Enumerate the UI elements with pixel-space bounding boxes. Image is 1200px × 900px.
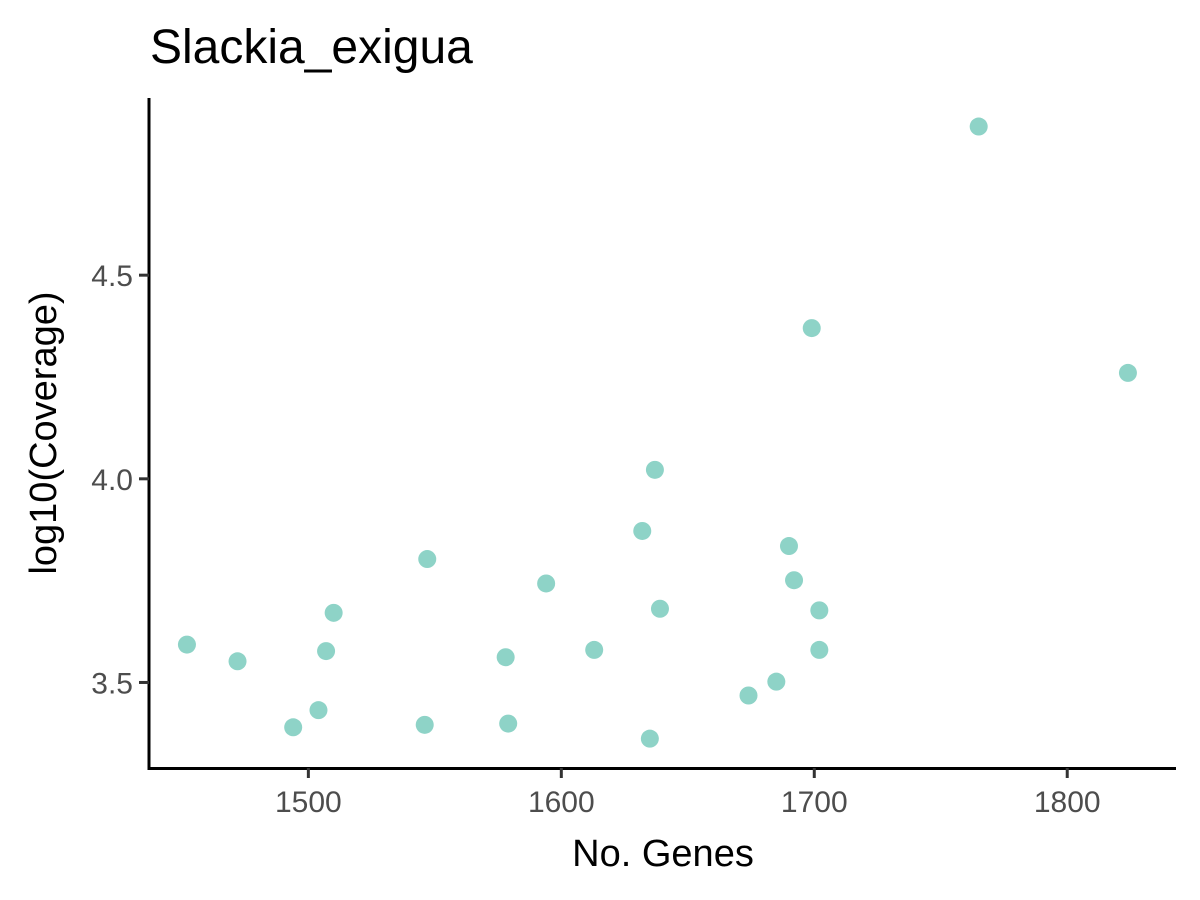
data-point — [324, 603, 343, 622]
data-point — [496, 648, 515, 667]
data-point — [739, 686, 758, 705]
data-point — [802, 319, 821, 338]
data-point — [309, 701, 328, 720]
points-layer — [177, 117, 1137, 748]
data-point — [418, 550, 437, 569]
y-axis-title: log10(Coverage) — [23, 291, 65, 574]
x-tick-label: 1500 — [275, 786, 342, 819]
data-point — [810, 640, 829, 659]
data-point — [785, 571, 804, 590]
data-point — [499, 714, 518, 733]
y-ticks-layer: 3.5 4.0 4.5 — [91, 260, 149, 700]
y-tick-label: 4.0 — [91, 464, 133, 497]
data-point — [640, 729, 659, 748]
x-ticks-layer: 1500 1600 1700 1800 — [275, 768, 1101, 819]
data-point — [537, 574, 556, 593]
y-tick-label: 3.5 — [91, 667, 133, 700]
data-point — [284, 718, 303, 737]
x-tick-label: 1800 — [1034, 786, 1101, 819]
data-point — [633, 521, 652, 540]
data-point — [810, 601, 829, 620]
data-point — [228, 652, 247, 671]
data-point — [969, 117, 988, 136]
y-tick-label: 4.5 — [91, 260, 133, 293]
data-point — [645, 460, 664, 479]
x-tick-label: 1700 — [781, 786, 848, 819]
x-tick-label: 1600 — [528, 786, 595, 819]
data-point — [779, 537, 798, 556]
data-point — [767, 672, 786, 691]
data-point — [177, 635, 196, 654]
chart-title: Slackia_exigua — [150, 21, 473, 74]
data-point — [415, 715, 434, 734]
x-axis-title: No. Genes — [572, 833, 754, 875]
data-point — [1118, 363, 1137, 382]
data-point — [317, 642, 336, 661]
data-point — [650, 599, 669, 618]
data-point — [585, 640, 604, 659]
